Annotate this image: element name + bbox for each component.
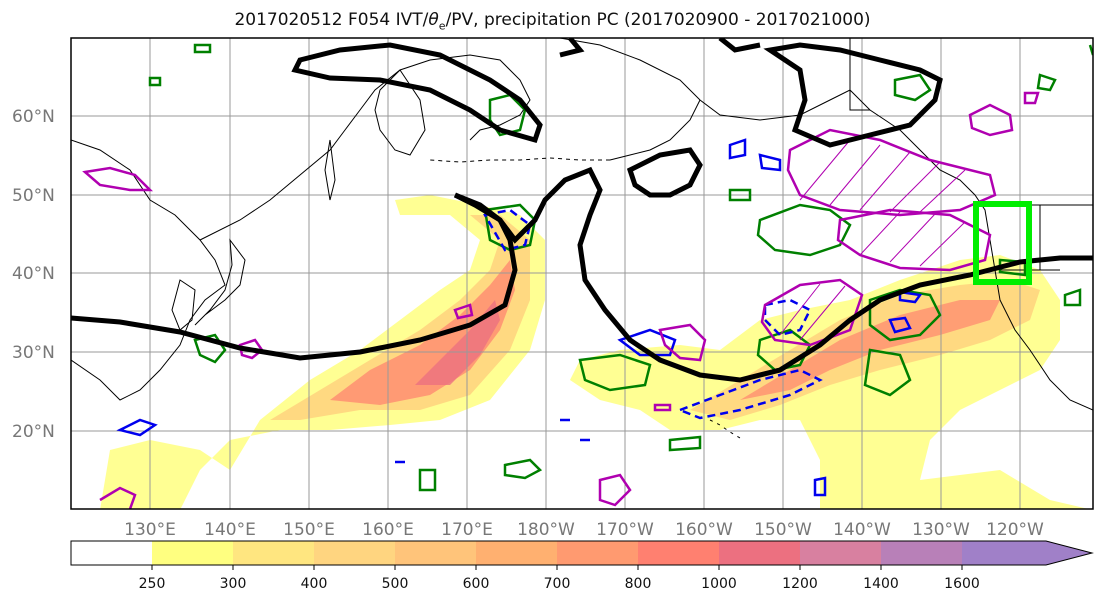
magenta-hatching xyxy=(779,139,966,341)
lon-label-120W: 120°W xyxy=(986,520,1044,540)
canada-border xyxy=(849,38,870,111)
colorbar-tick-700: 700 xyxy=(544,576,571,592)
colorbar-tick-800: 800 xyxy=(625,576,652,592)
lon-label-150W: 150°W xyxy=(754,520,812,540)
jet-contours xyxy=(71,38,1093,383)
colorbar-seg-2 xyxy=(233,541,314,565)
title-theta: θ xyxy=(428,10,439,30)
colorbar-seg-10 xyxy=(881,541,962,565)
aleutians xyxy=(429,157,610,163)
korea xyxy=(171,279,196,331)
title-prefix: 2017020512 F054 IVT/ xyxy=(234,10,429,30)
lon-label-150E: 150°E xyxy=(283,520,335,540)
colorbar-seg-4 xyxy=(395,541,476,565)
lon-label-140W: 140°W xyxy=(833,520,891,540)
target-box xyxy=(973,201,1032,285)
lat-label-30: 30°N xyxy=(12,343,55,363)
colorbar-seg-7 xyxy=(638,541,719,565)
lat-label-60: 60°N xyxy=(12,107,55,127)
lon-label-130E: 130°E xyxy=(124,520,176,540)
colorbar-seg-5 xyxy=(476,541,557,565)
jet-top xyxy=(718,38,761,53)
jet-alaska xyxy=(626,147,703,198)
colorbar-tick-500: 500 xyxy=(382,576,409,592)
colorbar-outline xyxy=(70,540,1094,566)
colorbar-seg-9 xyxy=(800,541,881,565)
colorbar-seg-3 xyxy=(314,541,395,565)
colorbar: 250 300 400 500 600 700 800 1000 1200 14… xyxy=(70,540,1094,592)
colorbar-seg-8 xyxy=(719,541,800,565)
colorbar-seg-0 xyxy=(71,541,152,565)
map-title: 2017020512 F054 IVT/θe/PV, precipitation… xyxy=(0,10,1105,32)
colorbar-tick-400: 400 xyxy=(301,576,328,592)
lon-label-140E: 140°E xyxy=(204,520,256,540)
colorbar-seg-1 xyxy=(152,541,233,565)
colorbar-tick-1400: 1400 xyxy=(863,576,899,592)
colorbar-tick-1000: 1000 xyxy=(701,576,737,592)
colorbar-tick-600: 600 xyxy=(463,576,490,592)
lon-label-170W: 170°W xyxy=(596,520,654,540)
jet-north xyxy=(291,42,543,144)
lon-label-130W: 130°W xyxy=(912,520,970,540)
asia-coast xyxy=(71,139,226,401)
map-frame xyxy=(70,37,1094,510)
precip-contours-green xyxy=(148,43,1093,492)
kamchatka xyxy=(374,69,426,156)
lon-label-160W: 160°W xyxy=(675,520,733,540)
jet-trough xyxy=(453,166,1093,383)
colorbar-ticks xyxy=(151,565,963,570)
lon-label-170E: 170°E xyxy=(441,520,493,540)
gridlines xyxy=(71,38,1093,509)
sakhalin xyxy=(324,139,336,201)
colorbar-seg-6 xyxy=(557,541,638,565)
alaska-peninsula xyxy=(609,99,701,161)
hawaii xyxy=(709,419,741,439)
ivt-shade-800 xyxy=(330,260,515,405)
japan xyxy=(194,238,246,326)
title-theta-sub: e xyxy=(438,19,446,33)
ivt-shading xyxy=(100,195,1089,509)
colorbar-tick-1600: 1600 xyxy=(944,576,980,592)
colorbar-tick-250: 250 xyxy=(139,576,166,592)
map-panel xyxy=(71,38,1093,509)
jet-east xyxy=(763,42,943,148)
lon-label-160E: 160°E xyxy=(362,520,414,540)
lon-label-180W: 180°W xyxy=(517,520,575,540)
pv-contours-blue xyxy=(116,138,923,497)
lat-label-50: 50°N xyxy=(12,186,55,206)
magenta-contours xyxy=(82,91,1040,509)
colorbar-tick-1200: 1200 xyxy=(782,576,818,592)
lat-label-40: 40°N xyxy=(12,264,55,284)
colorbar-extend-arrow xyxy=(962,541,1092,565)
title-suffix: /PV, precipitation PC (2017020900 - 2017… xyxy=(445,10,871,30)
asia-coast-north xyxy=(199,54,531,241)
jet-top2 xyxy=(559,38,585,58)
colorbar-tick-300: 300 xyxy=(220,576,247,592)
lat-label-20: 20°N xyxy=(12,422,55,442)
